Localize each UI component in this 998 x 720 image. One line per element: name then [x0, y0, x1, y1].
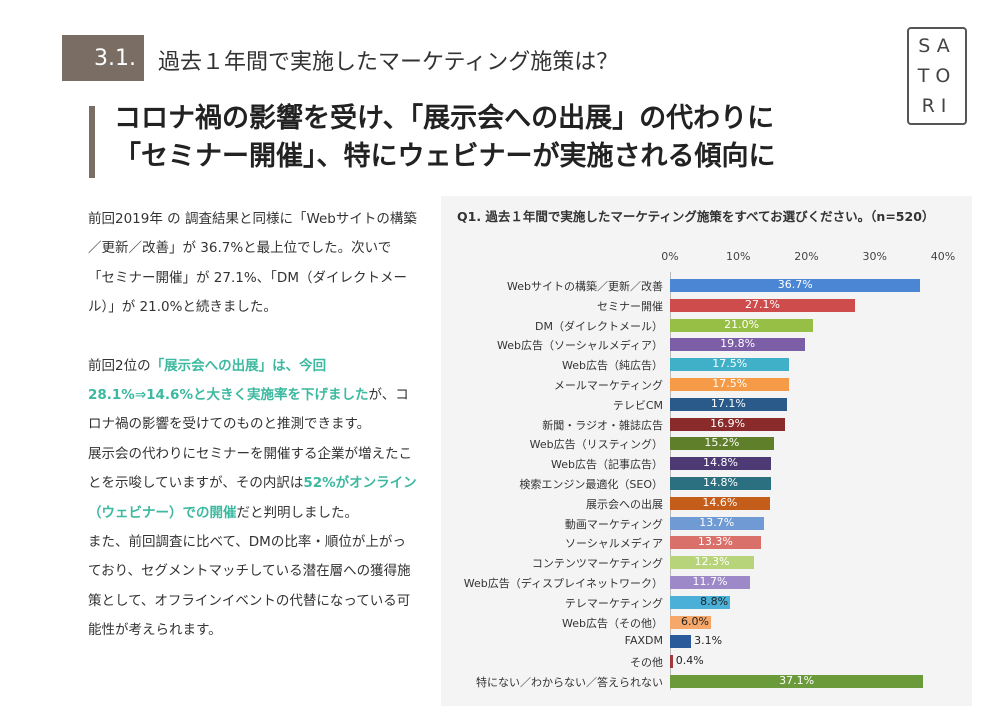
bar-value-label: 13.3% [697, 535, 733, 549]
bar [670, 437, 774, 451]
category-label: Web広告（純広告） [562, 359, 663, 373]
category-label: その他 [630, 656, 663, 670]
bar-value-label: 14.8% [703, 456, 738, 470]
x-tick-label: 10% [726, 250, 751, 263]
category-label: FAXDM [624, 634, 663, 648]
paragraph-2-highlight: 「展示会への出展」は、今回 28.1%⇒14.6%と大きく実施率を下げました [88, 357, 369, 404]
bar [670, 635, 692, 649]
bar-value-label: 15.2% [704, 436, 740, 450]
bar [670, 536, 761, 550]
logo-line-2: TO [917, 65, 957, 87]
bar-chart-panel: Q1. 過去１年間で実施したマーケティング施策をすべてお選びください。（n=52… [441, 196, 972, 706]
bar [670, 655, 673, 669]
bar-value-label: 14.6% [702, 495, 738, 509]
body-text: 前回2019年 の 調査結果と同様に「Webサイトの構築／更新／改善」が 36.… [88, 205, 418, 646]
category-label: メールマーケティング [553, 379, 663, 392]
category-label: コンテンツマーケティング [531, 557, 663, 571]
satori-logo: SA TO RI [907, 27, 967, 125]
bar-value-label: 37.1% [779, 674, 815, 687]
paragraph-2-prefix: 前回2位の [88, 357, 151, 374]
paragraph-2-suffix: が、コロナ禍の影響を受けてのものと推測できます。 [88, 387, 409, 433]
bar-value-label: 36.7% [777, 278, 813, 291]
bar [670, 457, 771, 471]
bar [670, 556, 754, 570]
bar-value-label: 14.8% [703, 476, 738, 489]
bar-value-label: 17.1% [710, 396, 746, 410]
paragraph-3-highlight: 52%がオンライン（ウェビナー）での開催 [88, 475, 417, 521]
category-label: 動画マーケティング [564, 517, 663, 531]
headline-line-1: コロナ禍の影響を受け、「展示会への出展」の代わりに [114, 103, 775, 134]
bar-value-label: 19.8% [720, 337, 756, 351]
bar [670, 338, 806, 352]
bar [670, 378, 790, 391]
bar [670, 615, 711, 629]
bar [670, 477, 771, 490]
bar-value-label: 27.1% [744, 297, 780, 311]
bar-value-label: 6.0% [680, 614, 709, 628]
bar [670, 279, 921, 292]
bar [670, 496, 770, 510]
headline-line-2: 「セミナー開催」、特にウェビナーが実施される傾向に [114, 141, 776, 172]
chart-title: Q1. 過去１年間で実施したマーケティング施策をすべてお選びください。（n=52… [457, 209, 935, 224]
category-label: 新聞・ラジオ・雑誌広告 [542, 418, 663, 432]
paragraph-3-suffix: だと判明しました。 [236, 504, 359, 521]
bar-value-label: 0.4% [675, 654, 704, 668]
bar [670, 298, 855, 312]
bar [670, 675, 924, 688]
paragraph-3: 展示会の代わりにセミナーを開催する企業が増えたことを示唆していますが、その内訳は… [88, 440, 418, 528]
bar-value-label: 17.5% [712, 377, 748, 390]
bar [670, 318, 814, 332]
bar [670, 417, 786, 431]
paragraph-1: 前回2019年 の 調査結果と同様に「Webサイトの構築／更新／改善」が 36.… [88, 211, 417, 316]
x-tick-label: 40% [930, 250, 956, 263]
bar-value-label: 8.8% [700, 594, 729, 608]
category-label: Web広告（その他） [562, 616, 663, 630]
logo-line-3: RI [921, 95, 953, 117]
category-label: Webサイトの構築／更新／改善 [507, 280, 663, 293]
bar-value-label: 13.7% [699, 515, 735, 529]
section-number: 3.1. [94, 45, 136, 71]
x-tick-label: 30% [862, 250, 887, 263]
bar-value-label: 11.7% [692, 575, 728, 588]
headline-accent-bar [89, 106, 95, 178]
logo-line-1: SA [918, 35, 956, 57]
x-tick-label: 20% [794, 250, 819, 263]
category-label: 展示会への出展 [586, 497, 663, 511]
bar-value-label: 12.3% [694, 555, 730, 569]
category-label: ソーシャルメディア [564, 537, 663, 551]
headline: コロナ禍の影響を受け、「展示会への出展」の代わりに 「セミナー開催」、特にウェビ… [114, 100, 776, 176]
category-label: DM（ダイレクトメール） [535, 319, 663, 333]
paragraph-3-prefix: 展示会の代わりにセミナーを開催する企業が増えたことを示唆していますが、その内訳は [88, 445, 412, 492]
category-label: Web広告（ディスプレイネットワーク） [463, 577, 663, 590]
bar-value-label: 21.0% [724, 317, 760, 331]
bar [670, 595, 731, 609]
category-label: テレビCM [612, 398, 663, 412]
paragraph-2: 前回2位の「展示会への出展」は、今回 28.1%⇒14.6%と大きく実施率を下げ… [88, 352, 418, 440]
category-label: セミナー開催 [597, 299, 663, 313]
bar [670, 576, 750, 589]
bar [670, 397, 787, 411]
paragraph-4: また、前回調査に比べて、DMの比率・順位が上がっており、セグメントマッチしている… [88, 534, 411, 639]
bar-value-label: 16.9% [710, 416, 746, 430]
category-label: Web広告（リスティング） [529, 438, 663, 452]
bar [670, 516, 764, 530]
category-label: Web広告（ソーシャルメディア） [497, 339, 663, 353]
bar-value-label: 3.1% [694, 634, 723, 648]
category-label: テレマーケティング [564, 596, 663, 610]
category-label: 特にない／わからない／答えられない [476, 676, 663, 689]
category-label: 検索エンジン最適化（SEO） [519, 478, 663, 491]
bar [670, 358, 790, 372]
category-label: Web広告（記事広告） [551, 458, 663, 472]
section-number-box: 3.1. [62, 35, 144, 81]
x-tick-label: 0% [661, 250, 679, 263]
bar-value-label: 17.5% [712, 357, 748, 371]
section-title: 過去１年間で実施したマーケティング施策は？ [158, 50, 619, 75]
